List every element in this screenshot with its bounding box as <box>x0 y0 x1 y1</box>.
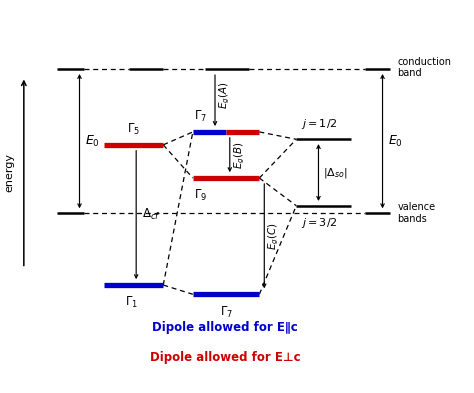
Text: $\Gamma_7$: $\Gamma_7$ <box>194 109 207 124</box>
Text: $E_g(B)$: $E_g(B)$ <box>232 141 246 169</box>
Text: Dipole allowed for E⊥c: Dipole allowed for E⊥c <box>150 351 300 364</box>
Text: $j=3/2$: $j=3/2$ <box>301 216 337 230</box>
Text: valence
bands: valence bands <box>397 202 436 224</box>
Text: $\Gamma_5$: $\Gamma_5$ <box>127 121 140 137</box>
Text: $E_0$: $E_0$ <box>85 134 100 149</box>
Text: $|\Delta_{so}|$: $|\Delta_{so}|$ <box>323 165 348 180</box>
Text: $\Gamma_7$: $\Gamma_7$ <box>219 305 233 320</box>
Text: $\Gamma_1$: $\Gamma_1$ <box>125 296 138 310</box>
Text: energy: energy <box>4 153 14 192</box>
Text: conduction
band: conduction band <box>397 57 451 78</box>
Text: $E_0$: $E_0$ <box>389 134 403 149</box>
Text: $j=1/2$: $j=1/2$ <box>301 117 337 131</box>
Text: $E_g(A)$: $E_g(A)$ <box>218 81 232 109</box>
Text: $E_g(C)$: $E_g(C)$ <box>267 222 281 250</box>
Text: $\Gamma_9$: $\Gamma_9$ <box>193 188 207 204</box>
Text: $\Delta_{cf}$: $\Delta_{cf}$ <box>142 208 161 222</box>
Text: Dipole allowed for E∥c: Dipole allowed for E∥c <box>152 321 298 334</box>
